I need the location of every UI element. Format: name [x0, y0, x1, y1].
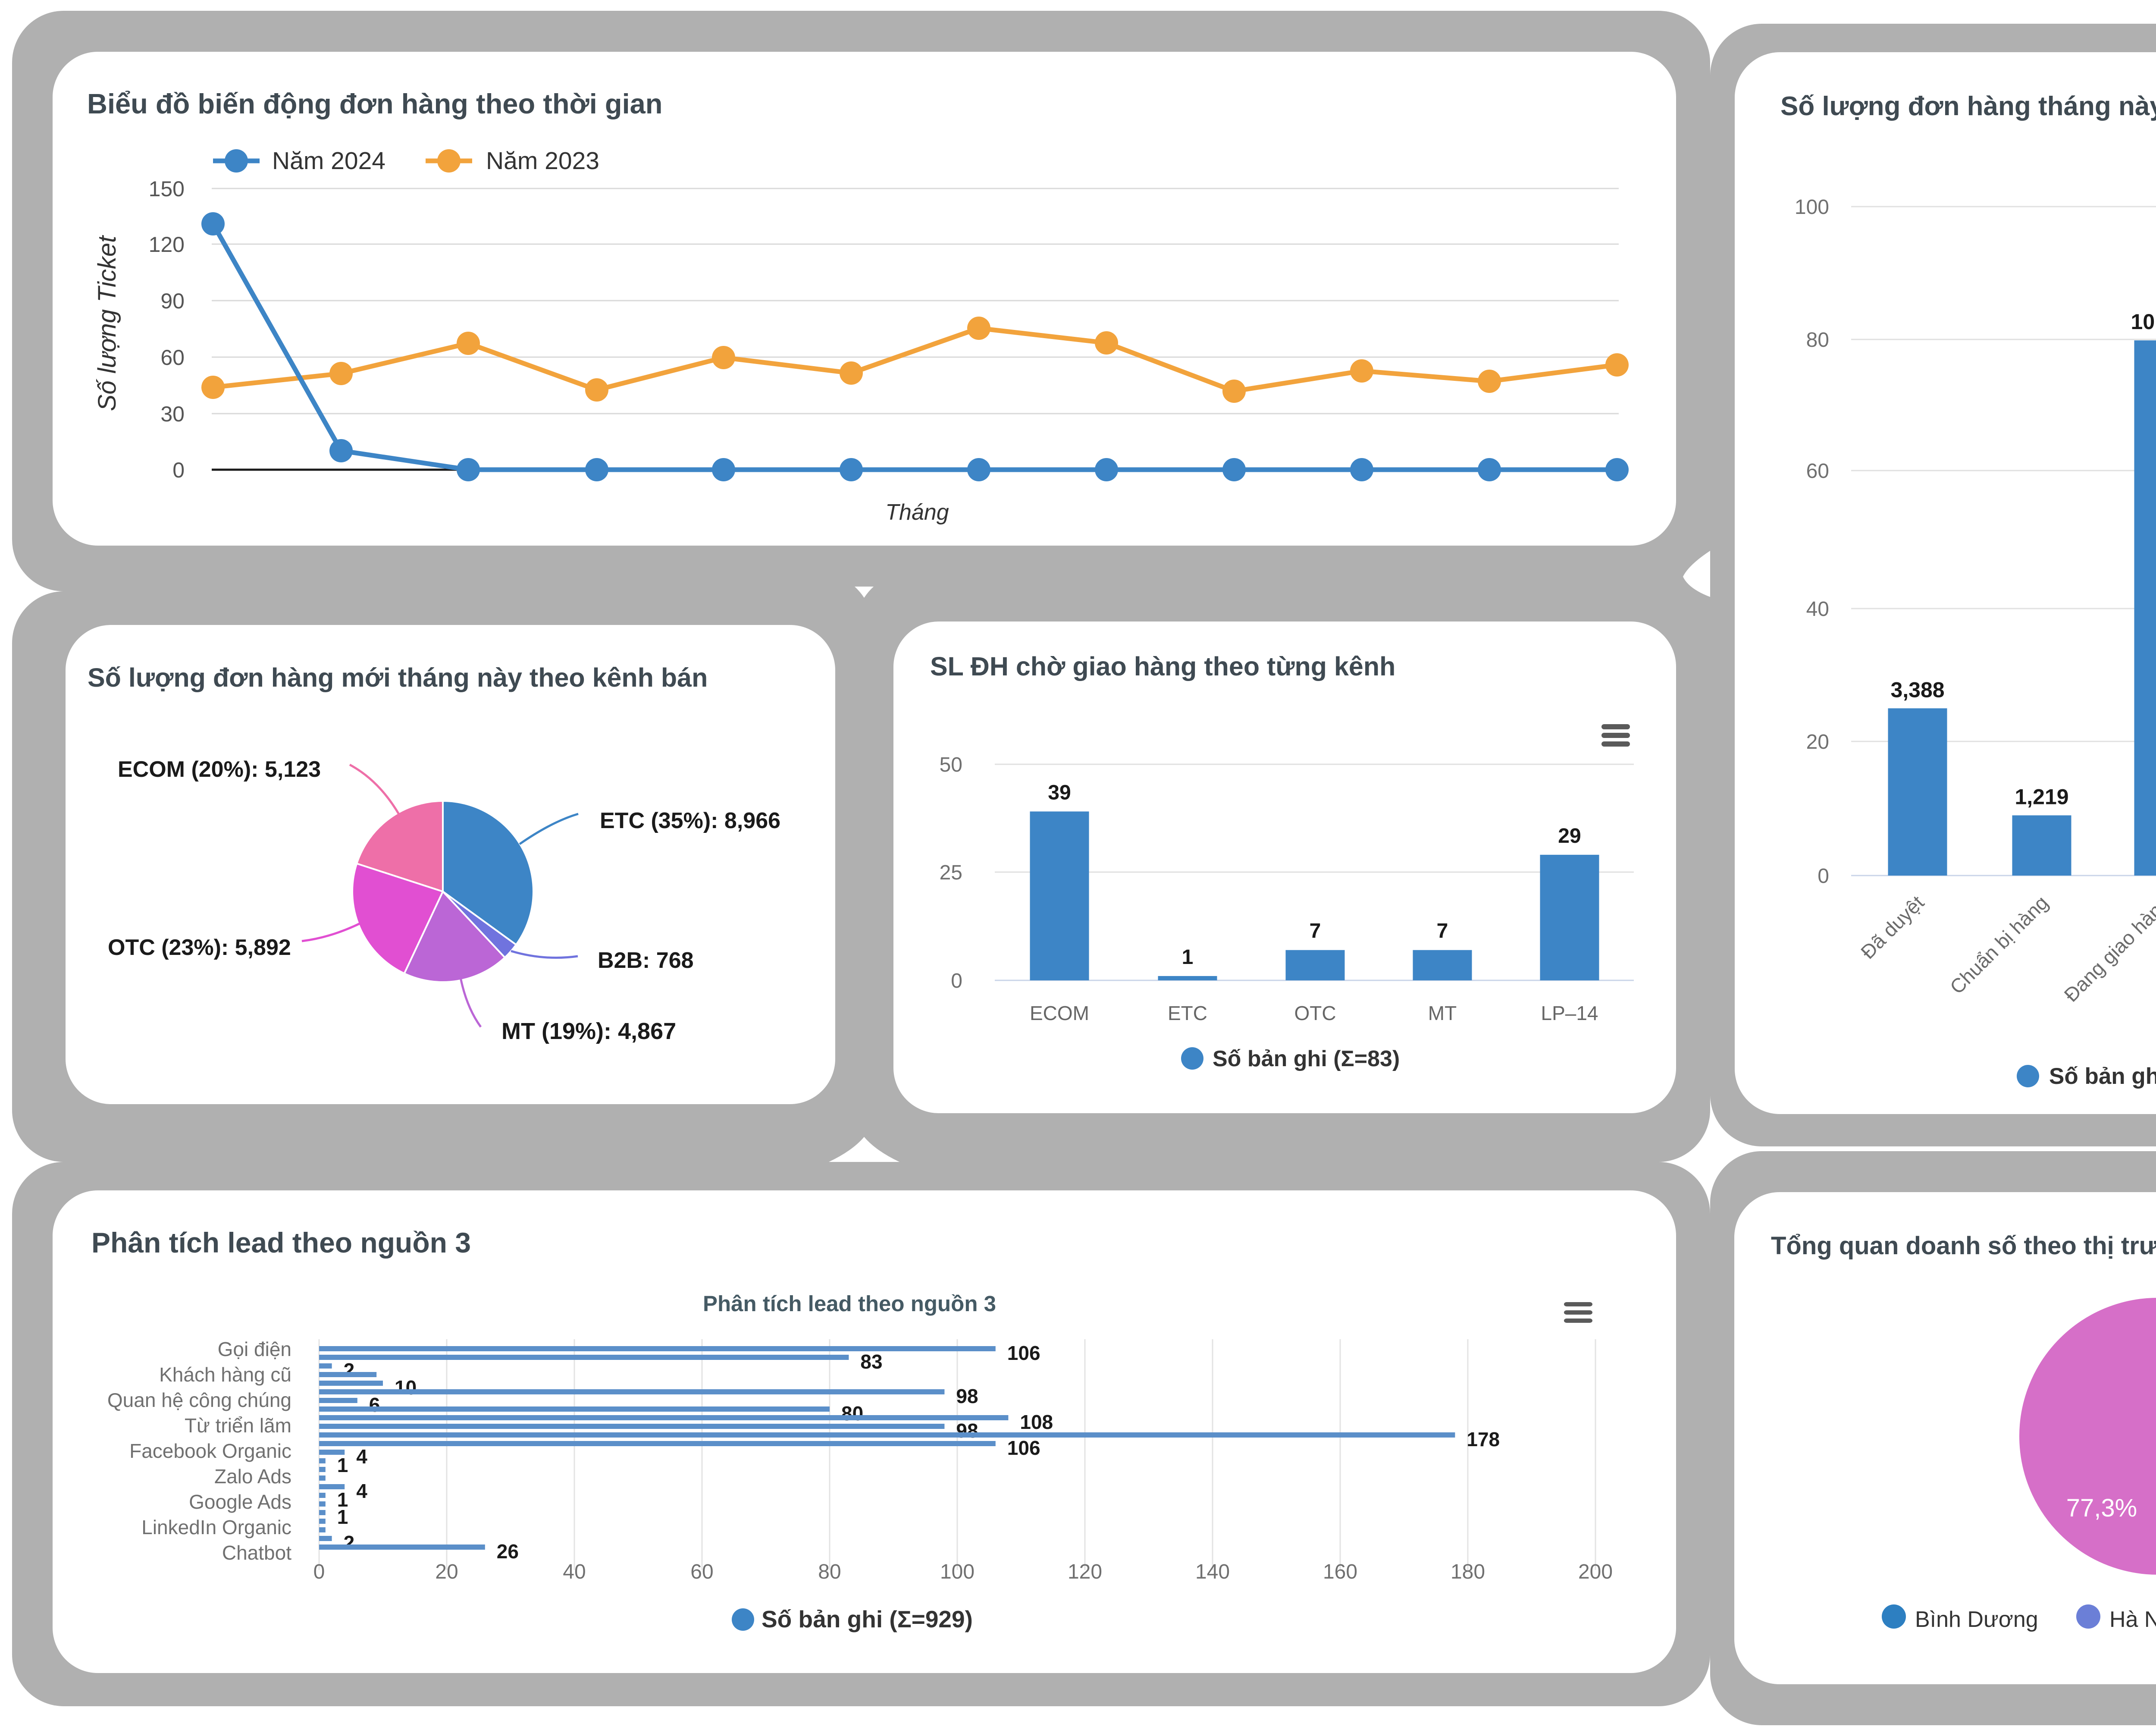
svg-text:Biểu đồ biến động đơn hàng the: Biểu đồ biến động đơn hàng theo thời gia… [87, 88, 663, 119]
svg-text:Phân tích lead theo nguồn 3: Phân tích lead theo nguồn 3 [703, 1291, 996, 1316]
svg-text:MT (19%): 4,867: MT (19%): 4,867 [501, 1018, 676, 1044]
svg-text:39: 39 [1048, 781, 1071, 804]
svg-text:60: 60 [160, 345, 185, 370]
svg-text:80: 80 [818, 1560, 841, 1583]
svg-text:7: 7 [1310, 920, 1321, 943]
svg-text:Số bản ghi (Σ=25,619): Số bản ghi (Σ=25,619) [2049, 1064, 2156, 1089]
svg-text:180: 180 [1451, 1560, 1485, 1583]
svg-text:20: 20 [1806, 731, 1829, 753]
svg-text:Gọi điện: Gọi điện [218, 1338, 291, 1360]
svg-text:108: 108 [1020, 1411, 1053, 1433]
svg-text:83: 83 [860, 1350, 882, 1373]
svg-text:Khách hàng cũ: Khách hàng cũ [159, 1363, 291, 1386]
svg-text:4: 4 [356, 1445, 367, 1468]
svg-text:Số lượng đơn hàng mới tháng nà: Số lượng đơn hàng mới tháng này theo kên… [88, 663, 708, 692]
svg-text:OTC (23%): 5,892: OTC (23%): 5,892 [108, 935, 291, 960]
svg-text:6: 6 [369, 1394, 380, 1416]
svg-text:Chatbot: Chatbot [222, 1541, 291, 1564]
svg-text:1: 1 [1182, 946, 1194, 969]
svg-text:100: 100 [940, 1560, 975, 1583]
svg-text:106: 106 [1007, 1437, 1040, 1459]
svg-text:Bình Dương: Bình Dương [1915, 1607, 2038, 1632]
svg-text:20: 20 [435, 1560, 458, 1583]
svg-text:1: 1 [337, 1488, 348, 1511]
svg-text:40: 40 [1806, 598, 1829, 621]
svg-text:150: 150 [149, 177, 185, 201]
svg-text:Số lượng đơn hàng tháng này th: Số lượng đơn hàng tháng này theo tình tr… [1780, 91, 2156, 121]
svg-text:3,388: 3,388 [1890, 678, 1944, 702]
svg-text:Số lượng Ticket: Số lượng Ticket [93, 235, 121, 411]
svg-text:Hà Nội: Hà Nội [2109, 1607, 2156, 1632]
svg-text:4: 4 [356, 1480, 367, 1502]
svg-text:ETC (35%): 8,966: ETC (35%): 8,966 [600, 808, 780, 833]
svg-text:120: 120 [149, 232, 185, 257]
svg-text:90: 90 [160, 289, 185, 313]
svg-text:98: 98 [956, 1385, 978, 1407]
svg-text:0: 0 [951, 970, 962, 992]
svg-text:ECOM (20%): 5,123: ECOM (20%): 5,123 [118, 757, 321, 782]
svg-text:140: 140 [1195, 1560, 1230, 1583]
svg-text:1: 1 [337, 1506, 348, 1528]
svg-text:OTC: OTC [1294, 1002, 1336, 1024]
svg-text:Facebook Organic: Facebook Organic [129, 1440, 291, 1462]
svg-text:25: 25 [940, 861, 962, 884]
svg-text:Quan hệ công chúng: Quan hệ công chúng [107, 1389, 291, 1411]
svg-text:50: 50 [940, 753, 962, 776]
svg-text:MT: MT [1428, 1002, 1457, 1024]
svg-text:160: 160 [1323, 1560, 1357, 1583]
svg-text:26: 26 [497, 1540, 519, 1563]
svg-text:0: 0 [172, 458, 185, 482]
svg-text:40: 40 [563, 1560, 586, 1583]
svg-text:0: 0 [1818, 865, 1829, 888]
svg-text:120: 120 [1068, 1560, 1102, 1583]
svg-text:77,3%: 77,3% [2066, 1494, 2137, 1522]
svg-text:1: 1 [337, 1454, 348, 1476]
svg-text:200: 200 [1578, 1560, 1613, 1583]
svg-text:100: 100 [1795, 196, 1829, 219]
svg-text:Số bản ghi (Σ=929): Số bản ghi (Σ=929) [761, 1606, 973, 1632]
svg-text:0: 0 [313, 1560, 325, 1583]
svg-text:2: 2 [344, 1359, 355, 1381]
svg-text:29: 29 [1558, 825, 1581, 848]
svg-text:2: 2 [344, 1532, 355, 1554]
svg-text:LinkedIn Organic: LinkedIn Organic [141, 1516, 291, 1538]
svg-text:80: 80 [1806, 329, 1829, 352]
svg-text:Số bản ghi (Σ=83): Số bản ghi (Σ=83) [1213, 1046, 1400, 1071]
svg-text:178: 178 [1467, 1428, 1500, 1450]
svg-text:ETC: ETC [1168, 1002, 1207, 1024]
svg-text:Tháng: Tháng [885, 500, 949, 525]
svg-text:Từ triển lãm: Từ triển lãm [185, 1414, 291, 1437]
svg-text:10,844: 10,844 [2131, 310, 2156, 334]
svg-text:60: 60 [1806, 460, 1829, 483]
svg-text:Tổng quan doanh số theo thị tr: Tổng quan doanh số theo thị trường [1771, 1232, 2156, 1260]
svg-text:B2B: 768: B2B: 768 [598, 948, 694, 973]
svg-text:Phân tích lead theo nguồn 3: Phân tích lead theo nguồn 3 [91, 1227, 471, 1259]
svg-text:Zalo Ads: Zalo Ads [214, 1465, 291, 1488]
svg-text:7: 7 [1437, 920, 1448, 943]
svg-text:Năm 2023: Năm 2023 [486, 147, 599, 175]
svg-text:60: 60 [690, 1560, 713, 1583]
svg-text:30: 30 [160, 402, 185, 426]
svg-text:ECOM: ECOM [1030, 1002, 1089, 1024]
svg-text:10: 10 [395, 1376, 417, 1399]
svg-text:1,219: 1,219 [2015, 785, 2068, 809]
svg-text:SL ĐH chờ giao hàng theo từng: SL ĐH chờ giao hàng theo từng kênh [930, 652, 1395, 681]
svg-text:LP–14: LP–14 [1541, 1002, 1598, 1024]
svg-text:Năm 2024: Năm 2024 [272, 147, 385, 175]
svg-text:106: 106 [1007, 1342, 1040, 1364]
svg-text:80: 80 [841, 1402, 863, 1425]
svg-text:Google Ads: Google Ads [189, 1491, 291, 1513]
svg-text:98: 98 [956, 1419, 978, 1442]
